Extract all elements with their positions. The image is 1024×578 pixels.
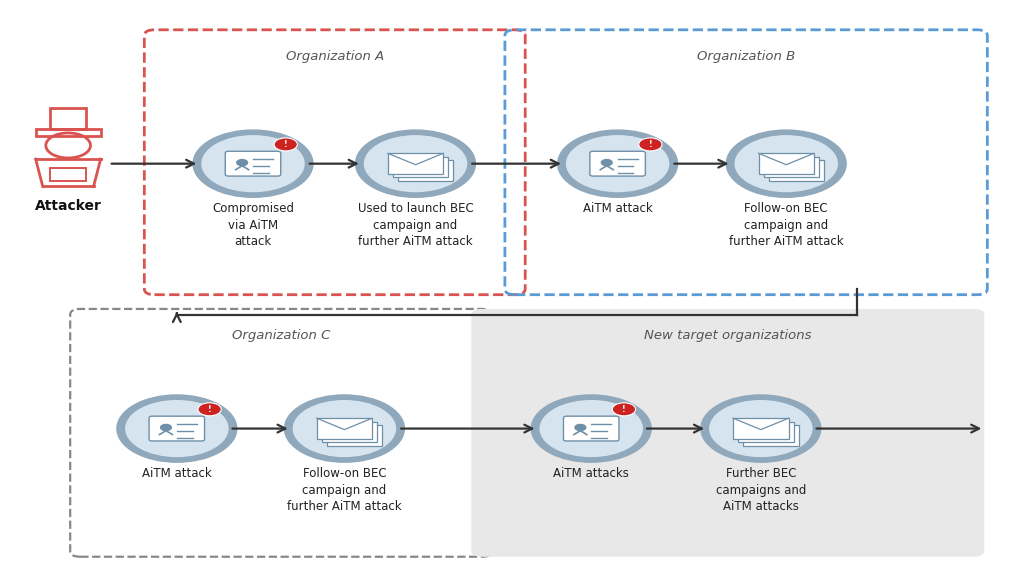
Circle shape [292,399,397,458]
Text: Follow-on BEC
campaign and
further AiTM attack: Follow-on BEC campaign and further AiTM … [729,202,844,249]
Text: Organization A: Organization A [286,50,384,63]
Text: !: ! [208,405,211,414]
Circle shape [194,130,313,197]
Text: Organization B: Organization B [697,50,796,63]
FancyBboxPatch shape [769,160,824,181]
Circle shape [237,160,248,166]
Text: AiTM attack: AiTM attack [583,202,652,216]
FancyBboxPatch shape [327,425,382,446]
Circle shape [274,138,297,151]
Circle shape [198,403,221,416]
FancyBboxPatch shape [764,157,819,177]
Circle shape [117,395,237,462]
Circle shape [124,399,229,458]
FancyBboxPatch shape [150,416,205,441]
Circle shape [362,134,468,193]
Circle shape [574,424,586,431]
FancyBboxPatch shape [388,153,443,174]
Circle shape [726,130,846,197]
Circle shape [531,395,651,462]
Circle shape [539,399,644,458]
Circle shape [639,138,662,151]
Circle shape [612,403,636,416]
Text: Organization C: Organization C [231,329,330,342]
Circle shape [355,130,475,197]
FancyBboxPatch shape [225,151,281,176]
Circle shape [285,395,404,462]
FancyBboxPatch shape [316,418,372,439]
Circle shape [700,395,821,462]
Text: Attacker: Attacker [35,199,101,213]
Text: Used to launch BEC
campaign and
further AiTM attack: Used to launch BEC campaign and further … [357,202,473,249]
Text: !: ! [648,140,652,149]
FancyBboxPatch shape [322,421,377,442]
FancyBboxPatch shape [590,151,645,176]
FancyBboxPatch shape [738,421,794,442]
Text: Further BEC
campaigns and
AiTM attacks: Further BEC campaigns and AiTM attacks [716,467,806,513]
Circle shape [708,399,814,458]
Text: !: ! [284,140,288,149]
Text: New target organizations: New target organizations [644,329,812,342]
Text: Compromised
via AiTM
attack: Compromised via AiTM attack [212,202,294,249]
Circle shape [733,134,839,193]
FancyBboxPatch shape [398,160,454,181]
Text: AiTM attacks: AiTM attacks [553,467,629,480]
Text: AiTM attack: AiTM attack [142,467,212,480]
Circle shape [161,424,171,431]
Text: !: ! [623,405,626,414]
FancyBboxPatch shape [759,153,814,174]
FancyBboxPatch shape [733,418,788,439]
Text: Follow-on BEC
campaign and
further AiTM attack: Follow-on BEC campaign and further AiTM … [287,467,401,513]
Circle shape [565,134,671,193]
Circle shape [200,134,306,193]
FancyBboxPatch shape [393,157,449,177]
FancyBboxPatch shape [743,425,799,446]
FancyBboxPatch shape [471,309,984,557]
Circle shape [601,160,612,166]
FancyBboxPatch shape [563,416,618,441]
Circle shape [558,130,678,197]
